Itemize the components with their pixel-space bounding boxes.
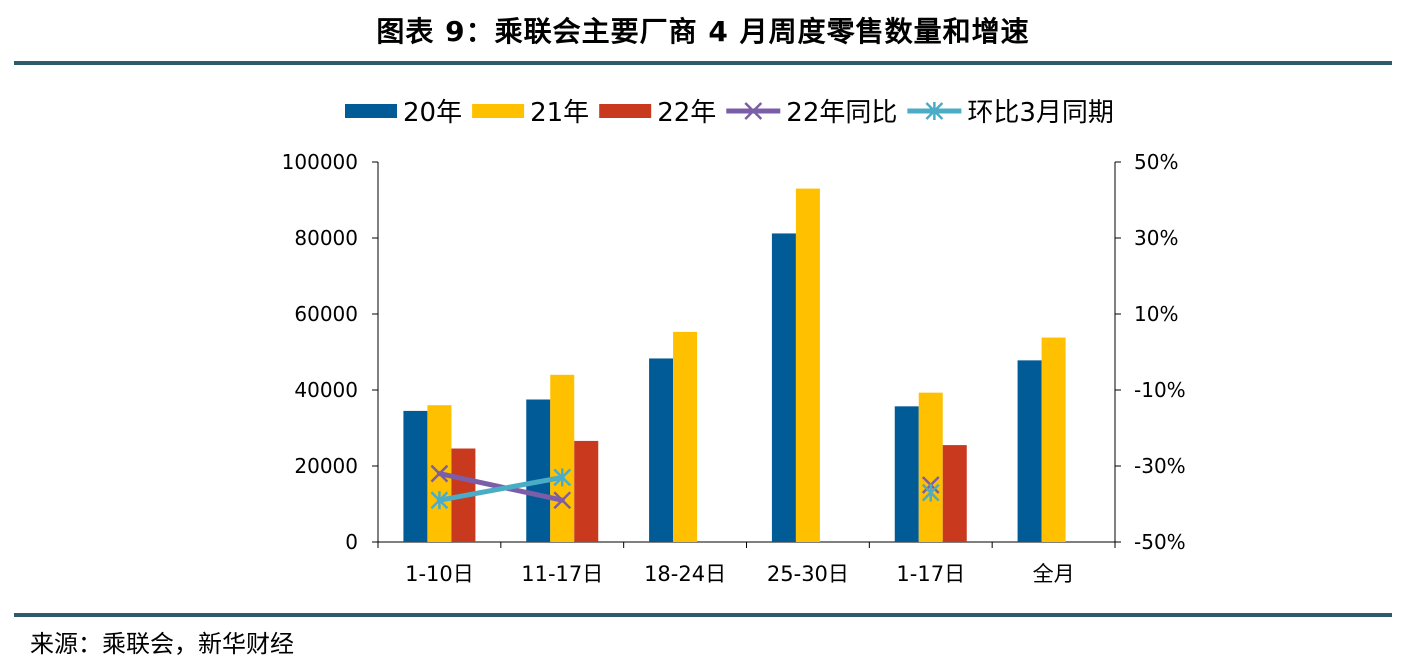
legend-label-环比3月同期: 环比3月同期 bbox=[967, 98, 1114, 128]
bar-21年-11-17日 bbox=[550, 374, 575, 542]
marker-环比3月同期-1-17日 bbox=[921, 483, 940, 502]
marker-22年同比-11-17日 bbox=[553, 491, 572, 510]
bar-22年-11-17日 bbox=[574, 440, 599, 542]
y-right-tick-label: 50% bbox=[1134, 150, 1178, 174]
y-left-tick-label: 60000 bbox=[294, 302, 358, 326]
x-tick-label: 25-30日 bbox=[767, 562, 849, 586]
bar-21年-18-24日 bbox=[673, 331, 698, 542]
bar-20年-1-10日 bbox=[403, 410, 428, 542]
bar-20年-18-24日 bbox=[649, 358, 674, 542]
legend-swatch-21年 bbox=[472, 104, 525, 118]
bottom-rule bbox=[14, 613, 1392, 617]
bar-21年-全月 bbox=[1041, 337, 1066, 542]
legend-marker-环比3月同期 bbox=[925, 102, 944, 120]
legend-label-21年: 21年 bbox=[530, 98, 589, 128]
bar-20年-11-17日 bbox=[526, 399, 551, 542]
y-left-tick-label: 20000 bbox=[294, 454, 358, 478]
x-tick-label: 18-24日 bbox=[644, 562, 726, 586]
x-tick-label: 全月 bbox=[1033, 562, 1075, 586]
page-title: 图表 9：乘联会主要厂商 4 月周度零售数量和增速 bbox=[376, 15, 1030, 48]
source-note: 来源：乘联会，新华财经 bbox=[30, 630, 294, 658]
x-tick-label: 1-10日 bbox=[405, 562, 474, 586]
top-rule bbox=[14, 61, 1392, 65]
y-right-tick-label: -30% bbox=[1134, 454, 1186, 478]
bar-21年-1-17日 bbox=[918, 392, 943, 542]
line-环比3月同期 bbox=[436, 474, 565, 503]
x-tick-label: 1-17日 bbox=[896, 562, 965, 586]
marker-环比3月同期-1-10日 bbox=[430, 491, 449, 510]
bar-21年-25-30日 bbox=[795, 188, 820, 542]
legend-swatch-22年 bbox=[599, 104, 652, 118]
y-right-tick-label: -50% bbox=[1134, 530, 1186, 554]
y-left-tick-label: 80000 bbox=[294, 226, 358, 250]
bar-20年-全月 bbox=[1017, 360, 1042, 542]
marker-环比3月同期-11-17日 bbox=[553, 468, 572, 487]
legend-swatch-20年 bbox=[345, 104, 397, 118]
bar-20年-25-30日 bbox=[771, 233, 796, 542]
legend-label-22年: 22年 bbox=[657, 98, 716, 128]
legend-marker-22年同比 bbox=[744, 102, 763, 120]
y-left-tick-label: 100000 bbox=[282, 150, 358, 174]
y-left-tick-label: 0 bbox=[345, 530, 358, 554]
bar-22年-1-17日 bbox=[942, 445, 967, 542]
y-right-tick-label: 10% bbox=[1134, 302, 1178, 326]
marker-22年同比-1-10日 bbox=[430, 464, 449, 483]
legend-label-20年: 20年 bbox=[403, 98, 462, 128]
bar-20年-1-17日 bbox=[894, 406, 919, 542]
x-tick-label: 11-17日 bbox=[521, 562, 603, 586]
legend-label-22年同比: 22年同比 bbox=[786, 98, 897, 128]
y-left-tick-label: 40000 bbox=[294, 378, 358, 402]
y-right-tick-label: -10% bbox=[1134, 378, 1186, 402]
y-right-tick-label: 30% bbox=[1134, 226, 1178, 250]
